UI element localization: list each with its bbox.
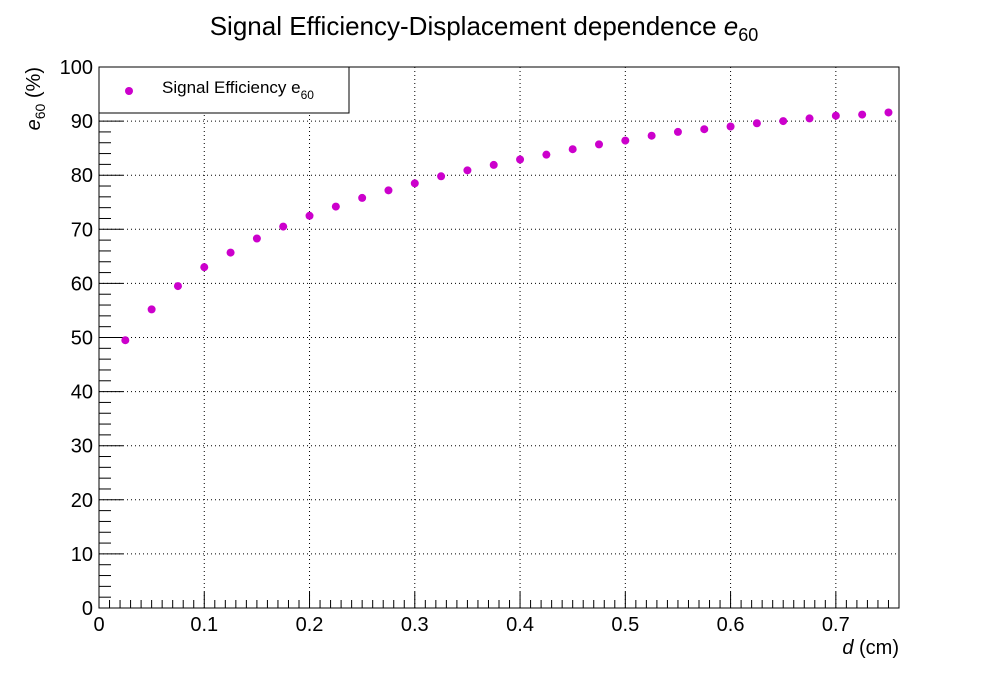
data-point xyxy=(621,136,630,145)
data-point xyxy=(805,114,814,123)
y-axis-symbol: e xyxy=(23,119,45,130)
legend-box xyxy=(98,66,350,114)
y-tick-label: 40 xyxy=(71,382,93,404)
data-point xyxy=(200,263,209,272)
y-tick-label: 80 xyxy=(71,165,93,187)
data-point xyxy=(516,155,525,164)
data-point xyxy=(831,111,840,120)
data-point xyxy=(884,108,893,117)
data-point xyxy=(568,145,577,154)
x-axis-symbol: d xyxy=(842,637,854,659)
axis-ticks xyxy=(98,66,900,609)
x-tick-label: 0.6 xyxy=(717,614,745,636)
legend: Signal Efficiency e60 xyxy=(98,66,350,114)
chart-title: Signal Efficiency-Displacement dependenc… xyxy=(210,11,759,45)
legend-label: Signal Efficiency e60 xyxy=(162,78,314,102)
data-point xyxy=(279,222,288,231)
data-points xyxy=(121,108,893,345)
data-point xyxy=(647,131,656,140)
y-axis-label: e60 (%) xyxy=(23,67,48,130)
x-tick-label: 0.7 xyxy=(822,614,850,636)
data-point xyxy=(463,166,472,175)
y-tick-label: 100 xyxy=(60,57,93,79)
data-point xyxy=(331,202,340,211)
data-point xyxy=(252,234,261,243)
y-axis-subscript: 60 xyxy=(32,103,48,119)
data-point xyxy=(305,211,314,220)
data-point xyxy=(726,122,735,131)
y-tick-label: 30 xyxy=(71,436,93,458)
x-tick-label: 0.4 xyxy=(506,614,534,636)
x-tick-label: 0.5 xyxy=(611,614,639,636)
y-tick-label: 60 xyxy=(71,273,93,295)
legend-series-name: Signal Efficiency e xyxy=(162,78,301,97)
legend-marker xyxy=(125,87,133,95)
y-tick-label: 20 xyxy=(71,490,93,512)
legend-series-subscript: 60 xyxy=(301,88,315,102)
chart-title-symbol: e xyxy=(724,11,738,41)
data-point xyxy=(673,127,682,136)
data-point xyxy=(489,160,498,169)
y-tick-label: 10 xyxy=(71,544,93,566)
data-point xyxy=(410,179,419,188)
chart-title-text: Signal Efficiency-Displacement dependenc… xyxy=(210,11,717,41)
data-point xyxy=(700,125,709,134)
grid-lines xyxy=(99,67,899,608)
data-point xyxy=(384,186,393,195)
x-axis-label: d (cm) xyxy=(842,637,899,659)
y-tick-label: 50 xyxy=(71,328,93,350)
data-point xyxy=(752,119,761,128)
x-tick-labels: 0 0.1 0.2 0.3 0.4 0.5 0.6 0.7 xyxy=(93,614,849,636)
data-point xyxy=(226,248,235,257)
data-point xyxy=(437,172,446,181)
y-tick-label: 90 xyxy=(71,111,93,133)
data-point xyxy=(779,117,788,126)
y-tick-label: 0 xyxy=(82,598,93,620)
x-tick-label: 0.2 xyxy=(296,614,324,636)
x-tick-label: 0.1 xyxy=(190,614,218,636)
data-point xyxy=(595,140,603,149)
y-axis-unit: (%) xyxy=(23,67,45,98)
y-tick-label: 70 xyxy=(71,219,93,241)
data-point xyxy=(542,150,551,159)
data-point xyxy=(173,282,182,291)
x-tick-label: 0.3 xyxy=(401,614,429,636)
chart-title-subscript: 60 xyxy=(738,25,758,45)
data-point xyxy=(147,305,156,314)
data-point xyxy=(121,336,130,345)
data-point xyxy=(358,193,367,202)
x-tick-label: 0 xyxy=(93,614,104,636)
data-point xyxy=(858,110,867,119)
y-tick-labels: 0 10 20 30 40 50 60 70 80 90 100 xyxy=(60,57,93,620)
x-axis-unit: (cm) xyxy=(859,637,899,659)
